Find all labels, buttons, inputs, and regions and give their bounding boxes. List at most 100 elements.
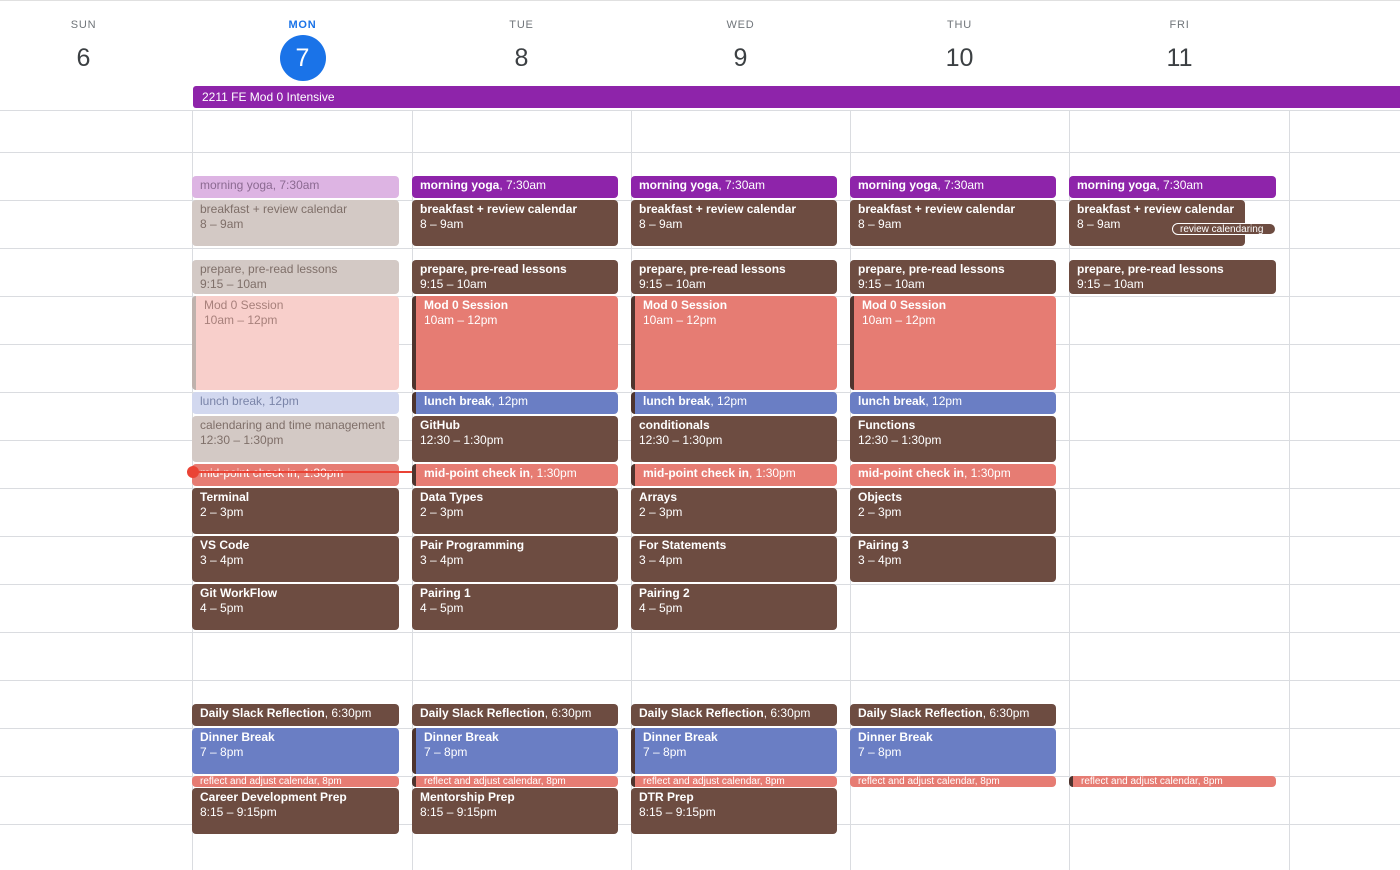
event-title: Daily Slack Reflection	[858, 706, 983, 720]
event-afternoon-1[interactable]: calendaring and time management 12:30 – 1…	[192, 416, 399, 462]
event-time: 3 – 4pm	[639, 553, 683, 567]
event-block-2[interactable]: Data Types 2 – 3pm	[412, 488, 618, 534]
event-slack-reflection[interactable]: Daily Slack Reflection, 6:30pm	[850, 704, 1056, 726]
event-dinner-break[interactable]: Dinner Break 7 – 8pm	[631, 728, 837, 774]
event-breakfast[interactable]: breakfast + review calendar 8 – 9am	[192, 200, 399, 246]
event-time: 8 – 9am	[420, 217, 464, 231]
event-time: 12:30 – 1:30pm	[420, 433, 504, 447]
event-morning-yoga[interactable]: morning yoga, 7:30am	[1069, 176, 1276, 198]
event-prepare[interactable]: prepare, pre-read lessons 9:15 – 10am	[631, 260, 837, 294]
event-lunch-break[interactable]: lunch break, 12pm	[412, 392, 618, 414]
event-slack-reflection[interactable]: Daily Slack Reflection, 6:30pm	[631, 704, 837, 726]
event-title: reflect and adjust calendar	[200, 776, 317, 787]
day-column-divider	[1069, 110, 1070, 870]
event-midpoint-check-in[interactable]: mid-point check in, 1:30pm	[192, 464, 399, 486]
event-time: 2 – 3pm	[200, 505, 244, 519]
day-number-today[interactable]: 7	[279, 35, 326, 81]
event-time: , 7:30am	[718, 178, 766, 192]
event-title: Dinner Break	[424, 730, 499, 744]
event-afternoon-1[interactable]: GitHub 12:30 – 1:30pm	[412, 416, 618, 462]
event-lunch-break[interactable]: lunch break, 12pm	[850, 392, 1056, 414]
event-evening[interactable]: Mentorship Prep 8:15 – 9:15pm	[412, 788, 618, 834]
event-title: reflect and adjust calendar	[643, 776, 760, 787]
event-time: 8:15 – 9:15pm	[200, 805, 277, 819]
event-mod0-session[interactable]: Mod 0 Session 10am – 12pm	[192, 296, 399, 390]
event-block-2[interactable]: Terminal 2 – 3pm	[192, 488, 399, 534]
event-slack-reflection[interactable]: Daily Slack Reflection, 6:30pm	[192, 704, 399, 726]
event-morning-yoga[interactable]: morning yoga, 7:30am	[192, 176, 399, 198]
event-reflect-adjust[interactable]: reflect and adjust calendar, 8pm	[192, 776, 399, 787]
event-reflect-adjust[interactable]: reflect and adjust calendar, 8pm	[1069, 776, 1276, 787]
event-morning-yoga[interactable]: morning yoga, 7:30am	[412, 176, 618, 198]
event-mod0-session[interactable]: Mod 0 Session 10am – 12pm	[850, 296, 1056, 390]
event-dinner-break[interactable]: Dinner Break 7 – 8pm	[192, 728, 399, 774]
event-block-3[interactable]: Pair Programming 3 – 4pm	[412, 536, 618, 582]
event-title: Career Development Prep	[200, 790, 347, 804]
hour-line	[0, 632, 1400, 633]
event-midpoint-check-in[interactable]: mid-point check in, 1:30pm	[412, 464, 618, 486]
event-morning-yoga[interactable]: morning yoga, 7:30am	[631, 176, 837, 198]
event-time: , 8pm	[540, 776, 566, 787]
event-prepare[interactable]: prepare, pre-read lessons 9:15 – 10am	[1069, 260, 1276, 294]
event-reflect-adjust[interactable]: reflect and adjust calendar, 8pm	[850, 776, 1056, 787]
event-title: Terminal	[200, 490, 250, 504]
event-title: lunch break	[424, 394, 492, 408]
event-midpoint-check-in[interactable]: mid-point check in, 1:30pm	[850, 464, 1056, 486]
event-block-2[interactable]: Objects 2 – 3pm	[850, 488, 1056, 534]
event-block-4[interactable]: Git WorkFlow 4 – 5pm	[192, 584, 399, 630]
event-title: Mod 0 Session	[424, 298, 509, 312]
event-time: , 8pm	[316, 776, 342, 787]
event-time: 10am – 12pm	[862, 313, 936, 327]
event-midpoint-check-in[interactable]: mid-point check in, 1:30pm	[631, 464, 837, 486]
event-lunch-break[interactable]: lunch break, 12pm	[192, 392, 399, 414]
event-morning-yoga[interactable]: morning yoga, 7:30am	[850, 176, 1056, 198]
event-slack-reflection[interactable]: Daily Slack Reflection, 6:30pm	[412, 704, 618, 726]
event-mod0-session[interactable]: Mod 0 Session 10am – 12pm	[631, 296, 837, 390]
event-block-3[interactable]: VS Code 3 – 4pm	[192, 536, 399, 582]
event-review-calendaring[interactable]: review calendaring	[1172, 223, 1276, 235]
event-time: 9:15 – 10am	[858, 277, 925, 291]
event-block-2[interactable]: Arrays 2 – 3pm	[631, 488, 837, 534]
event-afternoon-1[interactable]: conditionals 12:30 – 1:30pm	[631, 416, 837, 462]
event-title: Dinner Break	[858, 730, 933, 744]
event-dinner-break[interactable]: Dinner Break 7 – 8pm	[850, 728, 1056, 774]
event-time: 2 – 3pm	[639, 505, 683, 519]
event-afternoon-1[interactable]: Functions 12:30 – 1:30pm	[850, 416, 1056, 462]
event-breakfast[interactable]: breakfast + review calendar 8 – 9am	[412, 200, 618, 246]
event-time: , 12pm	[925, 394, 963, 408]
event-prepare[interactable]: prepare, pre-read lessons 9:15 – 10am	[850, 260, 1056, 294]
event-breakfast[interactable]: breakfast + review calendar 8 – 9am	[631, 200, 837, 246]
event-prepare[interactable]: prepare, pre-read lessons 9:15 – 10am	[192, 260, 399, 294]
day-number[interactable]: 9	[733, 44, 748, 72]
event-lunch-break[interactable]: lunch break, 12pm	[631, 392, 837, 414]
event-title: Daily Slack Reflection	[639, 706, 764, 720]
day-number[interactable]: 6	[76, 44, 91, 72]
event-title: morning yoga	[858, 178, 938, 192]
event-reflect-adjust[interactable]: reflect and adjust calendar, 8pm	[631, 776, 837, 787]
day-number[interactable]: 8	[514, 44, 529, 72]
event-title: Mod 0 Session	[862, 298, 947, 312]
event-breakfast[interactable]: breakfast + review calendar 8 – 9am	[850, 200, 1056, 246]
event-dinner-break[interactable]: Dinner Break 7 – 8pm	[412, 728, 618, 774]
event-time: , 1:30pm	[749, 466, 796, 480]
allday-event[interactable]: 2211 FE Mod 0 Intensive	[193, 86, 1400, 108]
event-title: breakfast + review calendar	[420, 202, 578, 216]
event-block-3[interactable]: For Statements 3 – 4pm	[631, 536, 837, 582]
event-title: GitHub	[420, 418, 460, 432]
event-evening[interactable]: DTR Prep 8:15 – 9:15pm	[631, 788, 837, 834]
event-title: Dinner Break	[643, 730, 718, 744]
day-number[interactable]: 11	[1166, 44, 1193, 72]
event-title: Mod 0 Session	[643, 298, 728, 312]
event-evening[interactable]: Career Development Prep 8:15 – 9:15pm	[192, 788, 399, 834]
event-title: Pairing 2	[639, 586, 690, 600]
event-title: breakfast + review calendar	[1077, 202, 1235, 216]
event-title: VS Code	[200, 538, 250, 552]
day-number[interactable]: 10	[945, 44, 974, 72]
event-reflect-adjust[interactable]: reflect and adjust calendar, 8pm	[412, 776, 618, 787]
event-mod0-session[interactable]: Mod 0 Session 10am – 12pm	[412, 296, 618, 390]
event-title: calendaring and time management	[200, 418, 385, 432]
event-prepare[interactable]: prepare, pre-read lessons 9:15 – 10am	[412, 260, 618, 294]
